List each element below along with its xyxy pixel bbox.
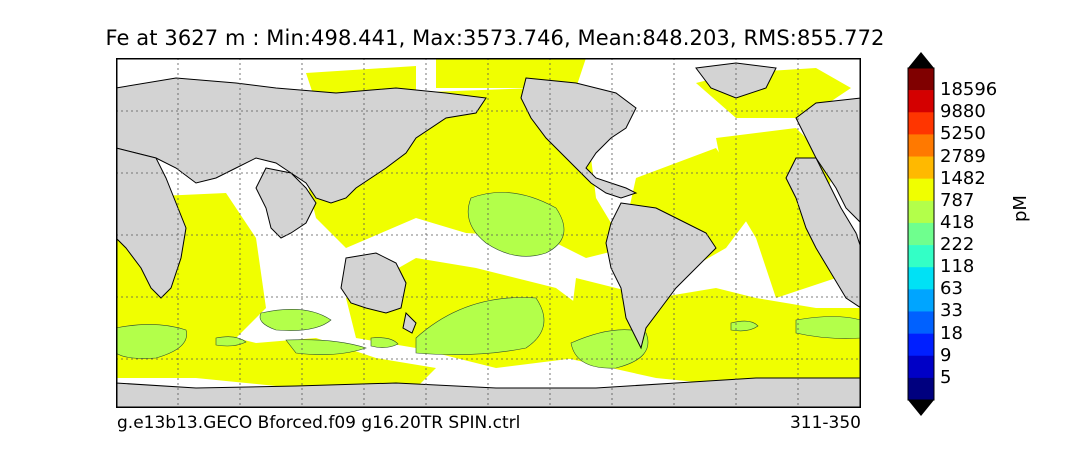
fe-field-418-787 <box>116 192 861 369</box>
land-masses <box>116 62 861 408</box>
colorbar-tick-label: 1482 <box>940 167 986 189</box>
colorbar-segment <box>908 68 934 91</box>
colorbar-segment <box>908 311 934 334</box>
colorbar-tick-label: 33 <box>940 300 963 322</box>
colorbar-tick-label: 787 <box>940 189 975 211</box>
colorbar-segment <box>908 245 934 268</box>
colorbar-tick-label: 18596 <box>940 79 998 101</box>
colorbar-segment <box>908 112 934 135</box>
colorbar-segment <box>908 267 934 290</box>
colorbar-tick-label: 2789 <box>940 145 986 167</box>
map-border <box>116 58 861 408</box>
colorbar-tick-label: 5250 <box>940 123 986 145</box>
plot-title: Fe at 3627 m : Min:498.441, Max:3573.746… <box>105 26 885 50</box>
global-map <box>116 58 861 408</box>
colorbar-segment <box>908 90 934 113</box>
colorbar-segment <box>908 333 934 357</box>
colorbar-segment <box>908 289 934 312</box>
colorbar-segment <box>908 355 934 379</box>
colorbar-tick-label: 9880 <box>940 101 986 123</box>
colorbar-tick-label: 63 <box>940 278 963 300</box>
colorbar-segment <box>908 134 934 157</box>
colorbar-tick-label: 5 <box>940 366 952 388</box>
colorbar-segment <box>908 200 934 224</box>
map-svg <box>116 58 861 408</box>
colorbar-segment <box>908 222 934 246</box>
colorbar-tick-label: 18 <box>940 322 963 344</box>
years-label: 311-350 <box>789 413 861 433</box>
colorbar <box>907 52 935 416</box>
colorbar-tick-label: 418 <box>940 211 975 233</box>
colorbar-extend-min <box>908 400 934 416</box>
run-name-label: g.e13b13.GECO Bforced.f09 g16.20TR SPIN.… <box>117 413 521 433</box>
colorbar-segment <box>908 377 934 401</box>
colorbar-tick-label: 9 <box>940 344 952 366</box>
graticule <box>116 58 861 408</box>
colorbar-segment <box>908 156 934 179</box>
colorbar-units-label: pM <box>1010 195 1031 222</box>
colorbar-segment <box>908 178 934 202</box>
colorbar-tick-label: 118 <box>940 256 975 278</box>
colorbar-border <box>907 67 935 401</box>
colorbar-tick-label: 222 <box>940 234 975 256</box>
colorbar-extend-max <box>908 52 934 68</box>
